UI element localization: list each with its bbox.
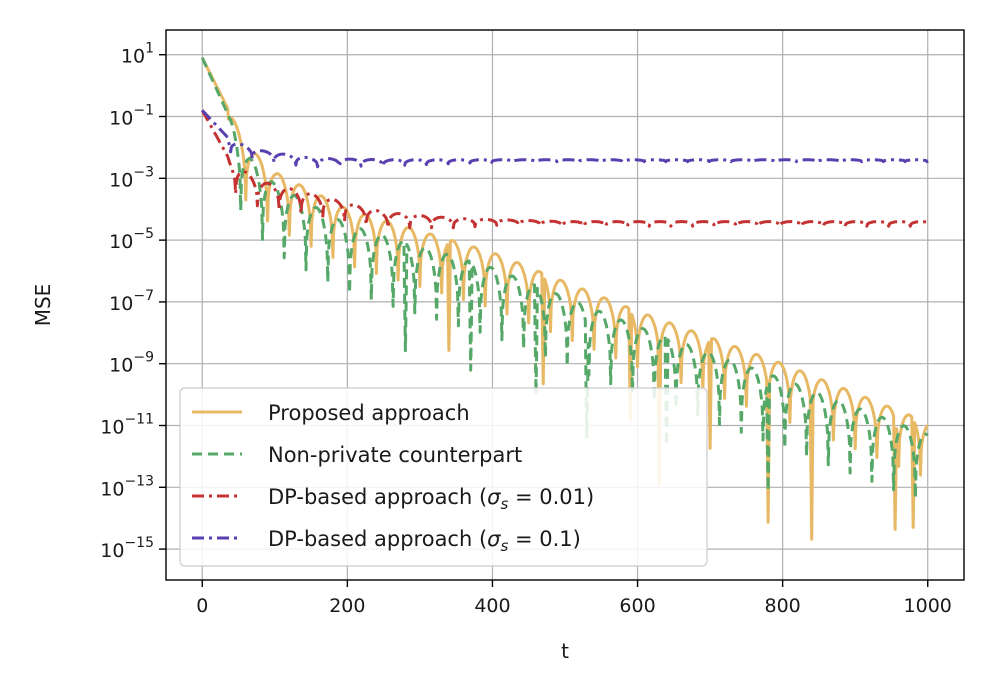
legend: Proposed approach Non-private counterpart… [179, 387, 708, 567]
series-line-3 [200, 109, 929, 230]
x-tick-label: 0 [196, 595, 208, 617]
legend-label-3: DP-based approach (σs = 0.01) [268, 485, 594, 513]
x-tick-label: 800 [765, 595, 801, 617]
x-tick-label: 1000 [904, 595, 952, 617]
y-tick-label: 10−9 [109, 350, 154, 377]
legend-label-1: Proposed approach [268, 401, 470, 425]
y-tick-label: 10−11 [100, 412, 154, 439]
x-tick-label: 600 [619, 595, 655, 617]
legend-label-4: DP-based approach (σs = 0.1) [268, 527, 581, 555]
y-tick-label: 10−1 [109, 103, 154, 130]
y-tick-label: 10−5 [109, 226, 154, 253]
legend-label-2: Non-private counterpart [268, 443, 522, 467]
plot-frame [165, 29, 965, 581]
y-tick-label: 10−15 [100, 535, 154, 562]
x-axis-title: t [561, 639, 569, 663]
series-lines [200, 57, 929, 541]
series-line-2 [200, 57, 929, 500]
legend-box [179, 387, 708, 567]
y-axis-title: MSE [31, 284, 55, 327]
y-tick-label: 10−7 [109, 288, 154, 315]
x-tick-label: 400 [474, 595, 510, 617]
x-axis-ticks: 0 200 400 600 800 1000 [196, 580, 952, 617]
y-tick-label: 101 [121, 41, 154, 68]
y-tick-label: 10−13 [100, 473, 154, 500]
y-tick-label: 10−3 [109, 164, 154, 191]
y-axis-ticks: 101 10−1 10−3 10−5 10−7 10−9 10−11 10−13 10−15 [100, 41, 166, 562]
x-tick-label: 200 [329, 595, 365, 617]
series-line-4 [201, 109, 929, 169]
series-line-1 [200, 57, 929, 541]
